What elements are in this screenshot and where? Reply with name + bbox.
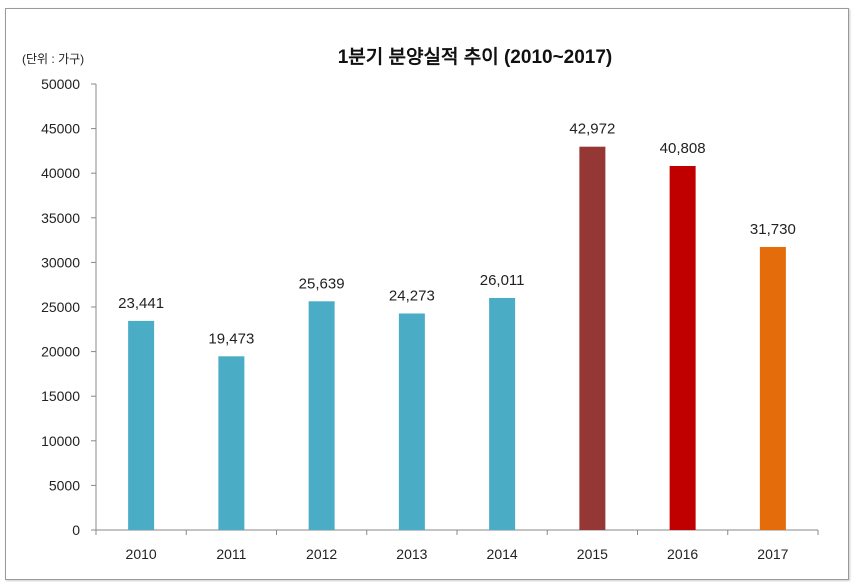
x-tick-label: 2017 xyxy=(757,546,788,562)
chart-frame xyxy=(5,8,849,580)
x-tick-label: 2010 xyxy=(126,546,157,562)
unit-label: (단위 : 가구) xyxy=(22,52,84,66)
y-tick-label: 25000 xyxy=(41,299,80,315)
data-label-2013: 24,273 xyxy=(389,287,435,304)
y-tick-label: 50000 xyxy=(41,76,80,92)
y-tick-label: 45000 xyxy=(41,121,80,137)
bar-2011 xyxy=(218,356,245,530)
x-tick-label: 2015 xyxy=(577,546,608,562)
data-label-2010: 23,441 xyxy=(118,295,164,312)
y-tick-label: 5000 xyxy=(49,477,80,493)
y-tick-label: 10000 xyxy=(41,433,80,449)
y-tick-label: 20000 xyxy=(41,344,80,360)
x-tick-label: 2014 xyxy=(487,546,518,562)
y-tick-label: 15000 xyxy=(41,388,80,404)
x-tick-label: 2012 xyxy=(306,546,337,562)
bar-2012 xyxy=(308,301,335,530)
data-label-2012: 25,639 xyxy=(299,275,345,292)
data-label-2014: 26,011 xyxy=(480,272,525,289)
bar-2017 xyxy=(759,246,786,531)
bar-2015 xyxy=(579,146,606,530)
bar-2010 xyxy=(128,320,155,530)
y-tick-label: 30000 xyxy=(41,254,80,270)
data-label-2017: 31,730 xyxy=(750,221,796,238)
bar-2013 xyxy=(398,313,425,530)
x-tick-label: 2016 xyxy=(667,546,698,562)
x-tick-label: 2013 xyxy=(396,546,427,562)
x-tick-label: 2011 xyxy=(216,546,246,562)
y-tick-label: 35000 xyxy=(41,210,80,226)
chart-title: 1분기 분양실적 추이 (2010~2017) xyxy=(338,46,613,68)
data-label-2016: 40,808 xyxy=(660,140,706,157)
y-tick-label: 0 xyxy=(72,522,80,538)
bar-2014 xyxy=(489,297,516,530)
y-tick-label: 40000 xyxy=(41,165,80,181)
data-label-2011: 19,473 xyxy=(208,330,254,347)
data-label-2015: 42,972 xyxy=(569,121,615,138)
bar-2016 xyxy=(669,165,696,530)
